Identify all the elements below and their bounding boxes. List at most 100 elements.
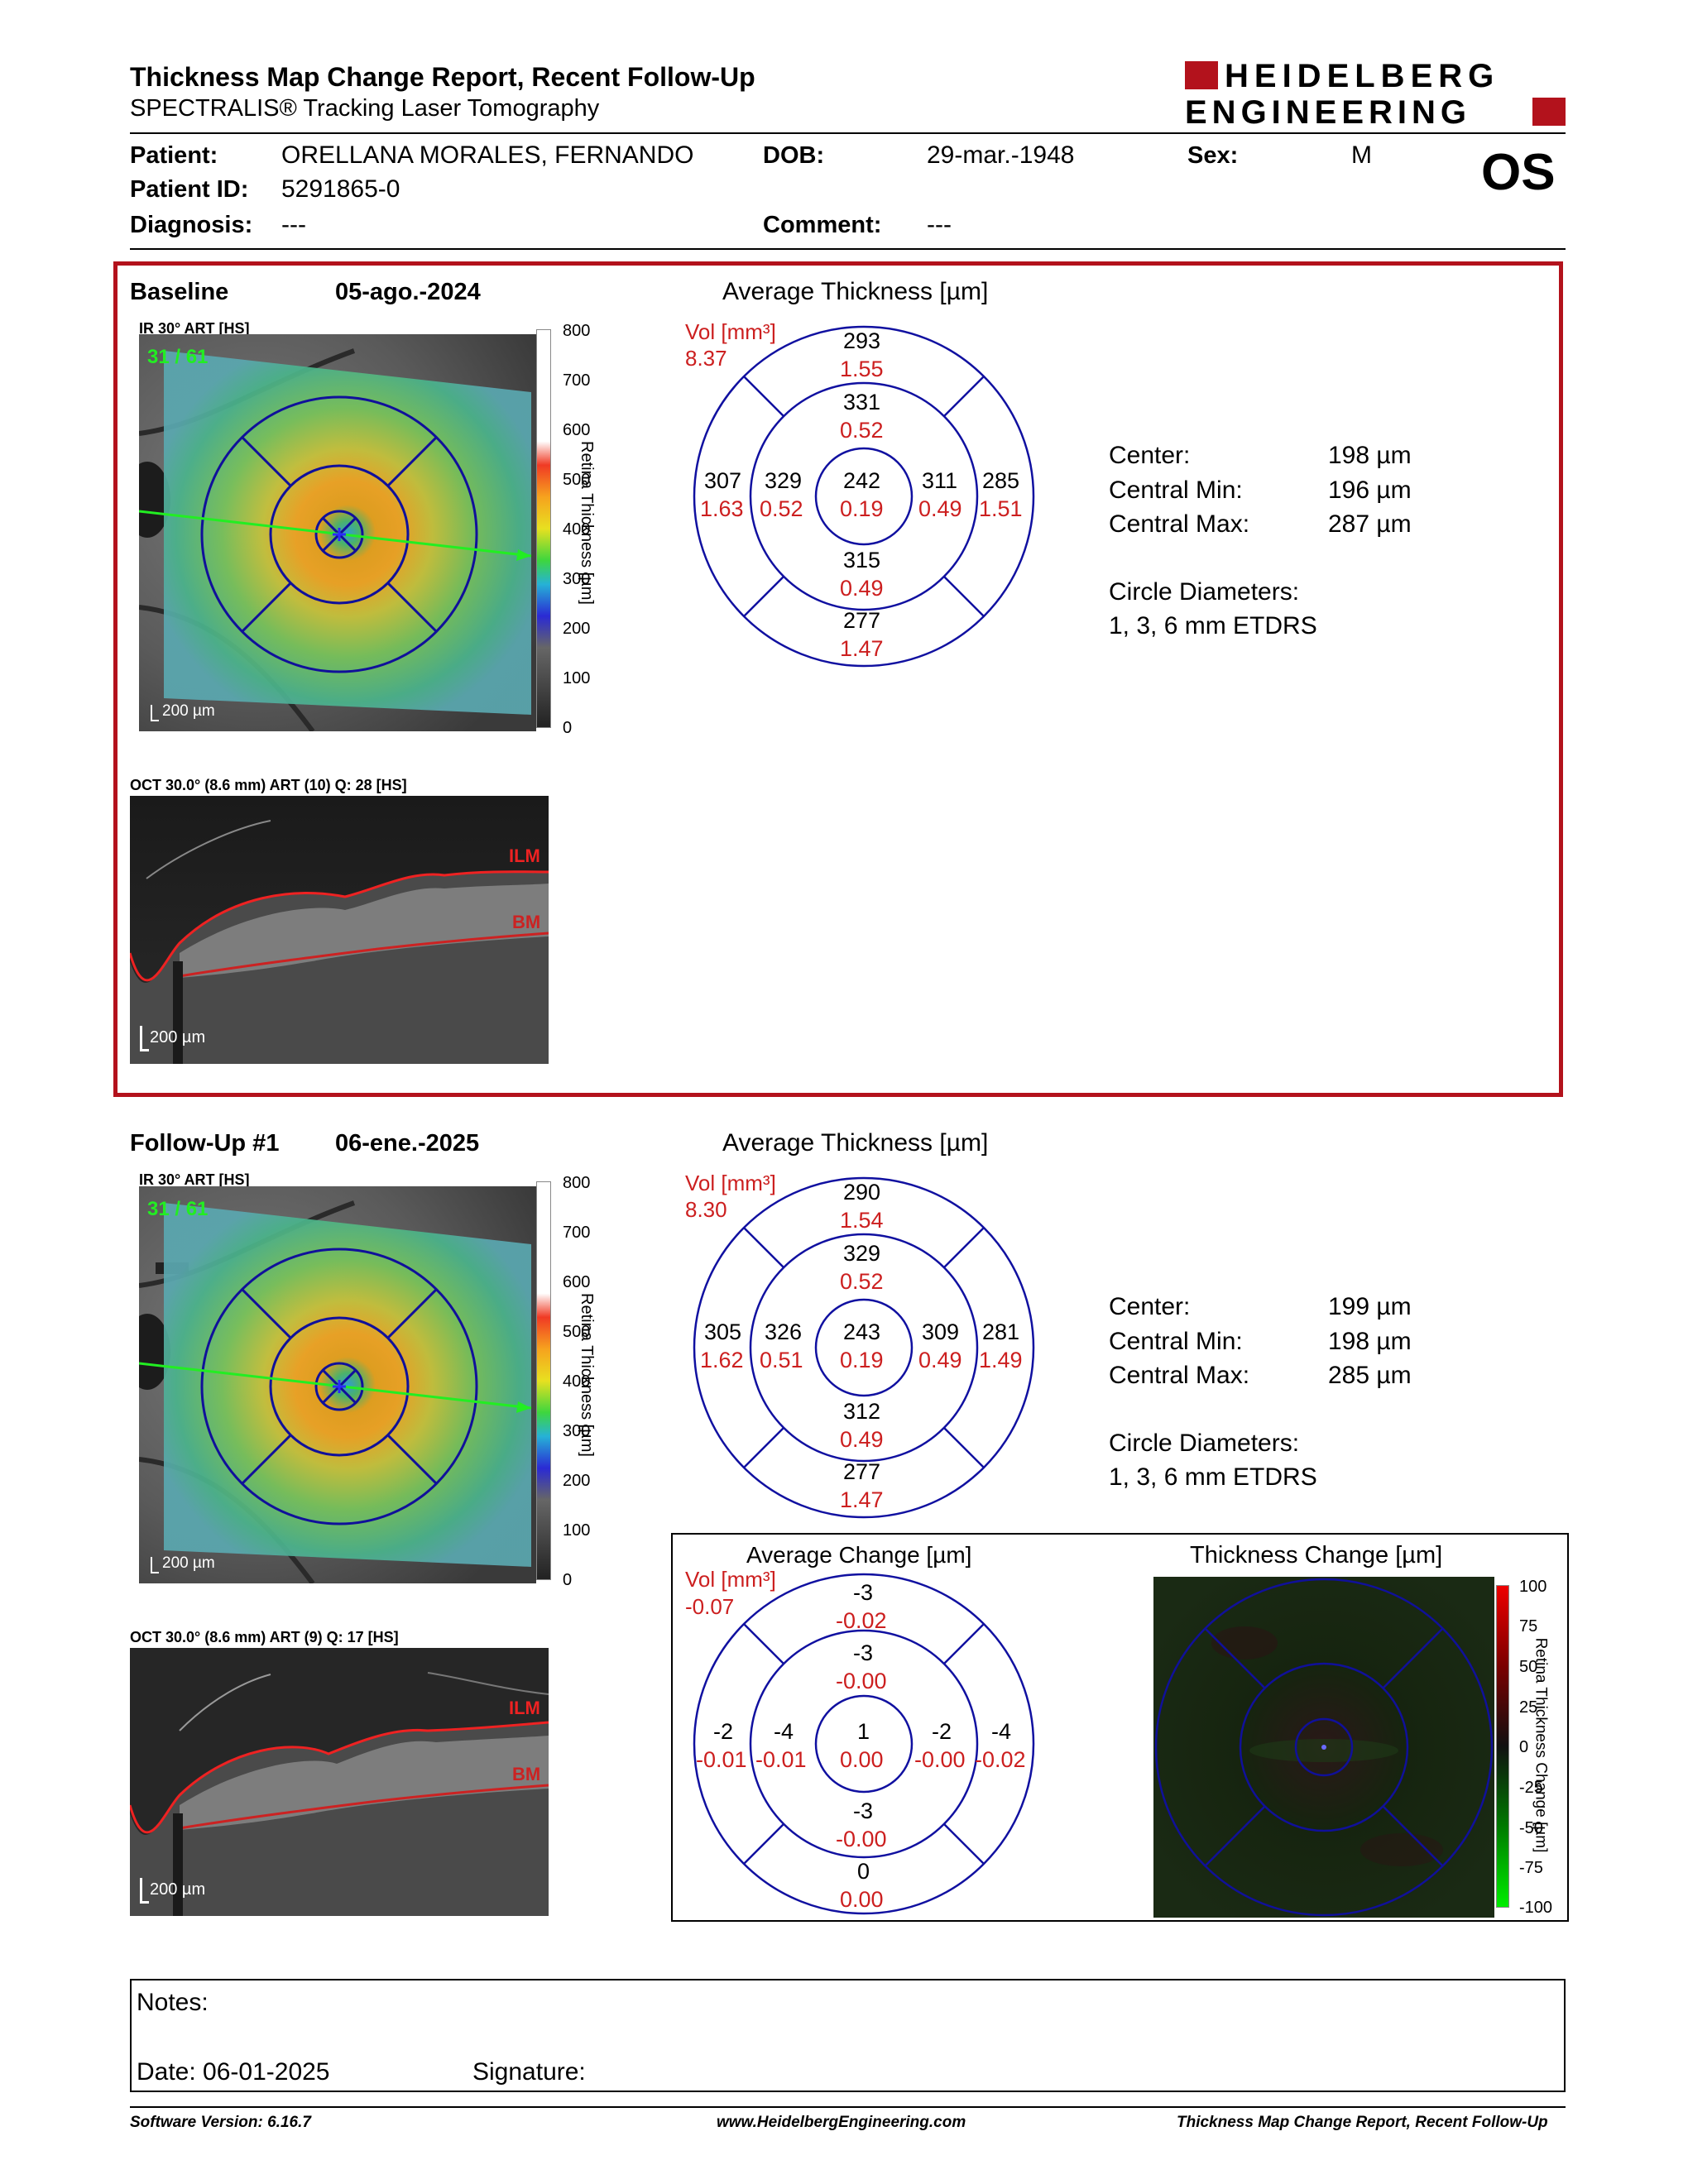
change-inner-nasal-vol: -0.00 [914, 1747, 966, 1772]
baseline-oct-label: OCT 30.0° (8.6 mm) ART (10) Q: 28 [HS] [130, 777, 407, 793]
followup-inner-superior-vol: 0.52 [840, 1269, 884, 1294]
notes-label[interactable]: Notes: [137, 1989, 209, 2016]
baseline-inner-superior-vol: 0.52 [840, 418, 884, 443]
logo-line-2: ENGINEERING [1185, 94, 1472, 131]
followup-oct-scale: 200 µm [150, 1880, 206, 1899]
change-inner-inferior-vol: -0.00 [836, 1827, 887, 1851]
followup-max-value: 285 µm [1328, 1362, 1412, 1389]
sex-value: M [1351, 141, 1372, 169]
colorbar-tick: 200 [563, 620, 591, 638]
followup-vol-label: Vol [mm³] [685, 1171, 776, 1195]
notes-date: Date: 06-01-2025 [137, 2058, 330, 2086]
change-tick: -100 [1519, 1899, 1553, 1917]
patient-id-value: 5291865-0 [281, 175, 400, 203]
followup-outer-nasal: 281 [982, 1320, 1020, 1344]
followup-inner-superior: 329 [843, 1241, 881, 1266]
baseline-max-label: Central Max: [1109, 510, 1250, 538]
change-inner-temporal: -4 [774, 1719, 794, 1744]
footer-rule [130, 2106, 1566, 2108]
heidelberg-logo: HEIDELBERG ENGINEERING [1185, 60, 1566, 131]
followup-fundus-thickness-map: 31 / 61 200 µm [124, 1186, 536, 1585]
change-vol-value: -0.07 [685, 1594, 735, 1619]
followup-outer-temporal-vol: 1.62 [700, 1348, 744, 1372]
baseline-fundus-scale: 200 µm [162, 702, 215, 720]
baseline-outer-inferior-vol: 1.47 [840, 636, 884, 661]
followup-vol-value: 8.30 [685, 1197, 727, 1222]
baseline-inner-temporal-vol: 0.52 [760, 496, 803, 521]
baseline-inner-superior: 331 [843, 390, 881, 414]
followup-colorbar-title: Retina Thickness [µm] [577, 1293, 596, 1457]
baseline-oct-scale-bar [140, 1026, 149, 1051]
change-outer-inferior-vol: 0.00 [840, 1887, 884, 1912]
colorbar-tick: 200 [563, 1472, 591, 1490]
followup-center-value: 199 µm [1328, 1293, 1412, 1320]
baseline-scale-bar [151, 705, 159, 721]
change-outer-temporal-vol: -0.01 [696, 1747, 747, 1772]
notes-box [130, 1979, 1566, 2092]
change-inner-temporal-vol: -0.01 [755, 1747, 807, 1772]
signature-label[interactable]: Signature: [472, 2058, 586, 2086]
thickness-change-map [1153, 1577, 1494, 1918]
baseline-colorbar-title: Retina Thickness [µm] [577, 441, 596, 605]
followup-min-value: 198 µm [1328, 1328, 1412, 1355]
footer-url[interactable]: www.HeidelbergEngineering.com [717, 2114, 966, 2131]
baseline-outer-inferior: 277 [843, 608, 881, 633]
change-outer-inferior: 0 [857, 1859, 870, 1884]
baseline-oct-scale: 200 µm [150, 1028, 206, 1046]
baseline-colorbar [536, 329, 551, 728]
eye-indicator: OS [1481, 144, 1556, 201]
footer-software: Software Version: 6.16.7 [130, 2114, 311, 2131]
baseline-min-value: 196 µm [1328, 477, 1412, 504]
followup-center-vol: 0.19 [840, 1348, 884, 1372]
change-inner-superior: -3 [853, 1640, 874, 1665]
followup-outer-inferior: 277 [843, 1459, 881, 1484]
followup-center-label: Center: [1109, 1293, 1191, 1320]
colorbar-tick: 500 [563, 1323, 591, 1341]
colorbar-tick: 0 [563, 1571, 573, 1589]
baseline-center: 242 [843, 468, 881, 493]
followup-inner-temporal: 326 [765, 1320, 803, 1344]
report-subtitle: SPECTRALIS® Tracking Laser Tomography [130, 95, 600, 122]
colorbar-tick: 700 [563, 1224, 591, 1242]
colorbar-tick: 100 [563, 1521, 591, 1540]
patient-rule [130, 248, 1566, 250]
colorbar-tick: 300 [563, 570, 591, 588]
followup-outer-temporal: 305 [704, 1320, 742, 1344]
change-tick: -50 [1519, 1819, 1543, 1837]
followup-oct-label: OCT 30.0° (8.6 mm) ART (9) Q: 17 [HS] [130, 1629, 399, 1645]
baseline-frame-counter: 31 / 61 [147, 346, 209, 368]
baseline-oct-bscan: ILM BM 200 µm [130, 796, 549, 1064]
change-center-vol: 0.00 [840, 1747, 884, 1772]
colorbar-tick: 100 [563, 669, 591, 687]
followup-inner-inferior: 312 [843, 1399, 881, 1424]
baseline-outer-superior-vol: 1.55 [840, 357, 884, 381]
followup-colorbar [536, 1181, 551, 1580]
change-inner-inferior: -3 [853, 1798, 874, 1823]
change-grid-title: Average Change [µm] [746, 1542, 972, 1568]
report-title: Thickness Map Change Report, Recent Foll… [130, 62, 755, 92]
baseline-center-label: Center: [1109, 442, 1191, 469]
change-vol-label: Vol [mm³] [685, 1567, 776, 1592]
change-tick: 100 [1519, 1578, 1547, 1596]
followup-inner-temporal-vol: 0.51 [760, 1348, 803, 1372]
colorbar-tick: 400 [563, 1372, 591, 1391]
followup-bm-label: BM [512, 1764, 541, 1784]
change-etdrs-grid [693, 1573, 1035, 1915]
footer-report-name: Thickness Map Change Report, Recent Foll… [1177, 2114, 1548, 2131]
followup-ilm-label: ILM [509, 1698, 540, 1718]
patient-id-label: Patient ID: [130, 176, 249, 203]
baseline-label: Baseline [130, 279, 229, 305]
followup-etdrs-grid [693, 1176, 1035, 1519]
sex-label: Sex: [1187, 142, 1239, 169]
followup-outer-superior: 290 [843, 1180, 881, 1205]
followup-min-label: Central Min: [1109, 1328, 1243, 1355]
colorbar-tick: 400 [563, 520, 591, 539]
followup-label: Follow-Up #1 [130, 1130, 280, 1157]
baseline-vol-label: Vol [mm³] [685, 319, 776, 344]
baseline-outer-nasal: 285 [982, 468, 1020, 493]
comment-value: --- [927, 211, 952, 238]
colorbar-tick: 600 [563, 421, 591, 439]
change-tick: -25 [1519, 1779, 1543, 1797]
thickness-change-map-title: Thickness Change [µm] [1190, 1542, 1443, 1569]
change-tick: 25 [1519, 1698, 1538, 1717]
